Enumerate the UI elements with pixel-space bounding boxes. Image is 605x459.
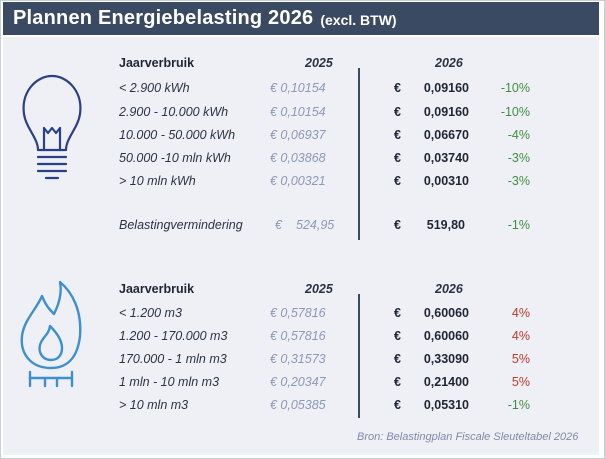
- row-value-2026: 0,03740: [423, 151, 469, 165]
- row-value-2025: € 0,31573: [270, 352, 326, 366]
- row-change: 4%: [511, 306, 530, 320]
- row-value-2026: 0,06670: [423, 128, 469, 142]
- row-value-2026: 0,21400: [423, 375, 469, 389]
- euro-sign: €: [394, 81, 401, 95]
- reduction-euro-2025: €: [275, 218, 282, 232]
- reduction-value-2026: 519,80: [426, 218, 465, 232]
- euro-sign: €: [394, 218, 401, 232]
- row-value-2025: € 0,57816: [270, 329, 326, 343]
- row-change: -3%: [507, 151, 530, 165]
- row-label: 2.900 - 10.000 kWh: [119, 105, 229, 119]
- electricity-col-2025: 2025: [305, 56, 333, 70]
- gas-col-label: Jaarverbruik: [119, 282, 195, 296]
- gas-divider: [358, 294, 360, 418]
- euro-sign: €: [394, 306, 401, 320]
- euro-sign: €: [394, 398, 401, 412]
- euro-sign: €: [394, 151, 401, 165]
- electricity-divider: [358, 68, 360, 240]
- title-bar: Plannen Energiebelasting 2026 (excl. BTW…: [3, 2, 599, 35]
- row-label: > 10 mln m3: [119, 398, 189, 412]
- row-value-2025: € 0,03868: [270, 151, 326, 165]
- row-label: < 2.900 kWh: [119, 81, 190, 95]
- page-subtitle: (excl. BTW): [320, 12, 397, 28]
- gas-col-2026: 2026: [435, 282, 463, 296]
- content-panel: [3, 37, 599, 455]
- electricity-col-label: Jaarverbruik: [119, 56, 195, 70]
- euro-sign: €: [394, 105, 401, 119]
- reduction-change: -1%: [507, 218, 530, 232]
- gas-flame-icon: [20, 280, 82, 388]
- row-change: -4%: [507, 128, 530, 142]
- euro-sign: €: [394, 329, 401, 343]
- row-change: -10%: [500, 105, 530, 119]
- row-value-2025: € 0,06937: [270, 128, 326, 142]
- euro-sign: €: [394, 174, 401, 188]
- row-label: 1.200 - 170.000 m3: [119, 329, 228, 343]
- row-value-2025: € 0,20347: [270, 375, 326, 389]
- row-label: 170.000 - 1 mln m3: [119, 352, 227, 366]
- row-value-2026: 0,33090: [423, 352, 469, 366]
- row-label: 1 mln - 10 mln m3: [119, 375, 220, 389]
- row-value-2026: 0,09160: [423, 81, 469, 95]
- row-value-2026: 0,05310: [423, 398, 469, 412]
- row-label: < 1.200 m3: [119, 306, 182, 320]
- electricity-col-2026: 2026: [435, 56, 463, 70]
- row-change: -1%: [507, 398, 530, 412]
- row-change: 4%: [511, 329, 530, 343]
- row-value-2025: € 0,10154: [270, 105, 326, 119]
- row-change: -10%: [500, 81, 530, 95]
- row-value-2025: € 0,00321: [270, 174, 326, 188]
- euro-sign: €: [394, 375, 401, 389]
- row-value-2025: € 0,57816: [270, 306, 326, 320]
- source-note: Bron: Belastingplan Fiscale Sleuteltabel…: [357, 431, 579, 443]
- euro-sign: €: [394, 352, 401, 366]
- row-change: -3%: [507, 174, 530, 188]
- row-value-2026: 0,60060: [423, 306, 469, 320]
- row-label: 10.000 - 50.000 kWh: [119, 128, 236, 142]
- gas-col-2025: 2025: [305, 282, 333, 296]
- lightbulb-icon: [22, 74, 82, 180]
- row-value-2026: 0,09160: [423, 105, 469, 119]
- row-label: > 10 mln kWh: [119, 174, 196, 188]
- row-value-2025: € 0,05385: [270, 398, 326, 412]
- row-value-2026: 0,00310: [423, 174, 469, 188]
- reduction-value-2025: 524,95: [296, 218, 335, 232]
- row-change: 5%: [511, 352, 530, 366]
- page-title: Plannen Energiebelasting 2026: [13, 7, 314, 29]
- row-label: 50.000 -10 mln kWh: [119, 151, 231, 165]
- row-value-2025: € 0,10154: [270, 81, 326, 95]
- euro-sign: €: [394, 128, 401, 142]
- row-change: 5%: [511, 375, 530, 389]
- reduction-label: Belastingvermindering: [119, 218, 243, 232]
- row-value-2026: 0,60060: [423, 329, 469, 343]
